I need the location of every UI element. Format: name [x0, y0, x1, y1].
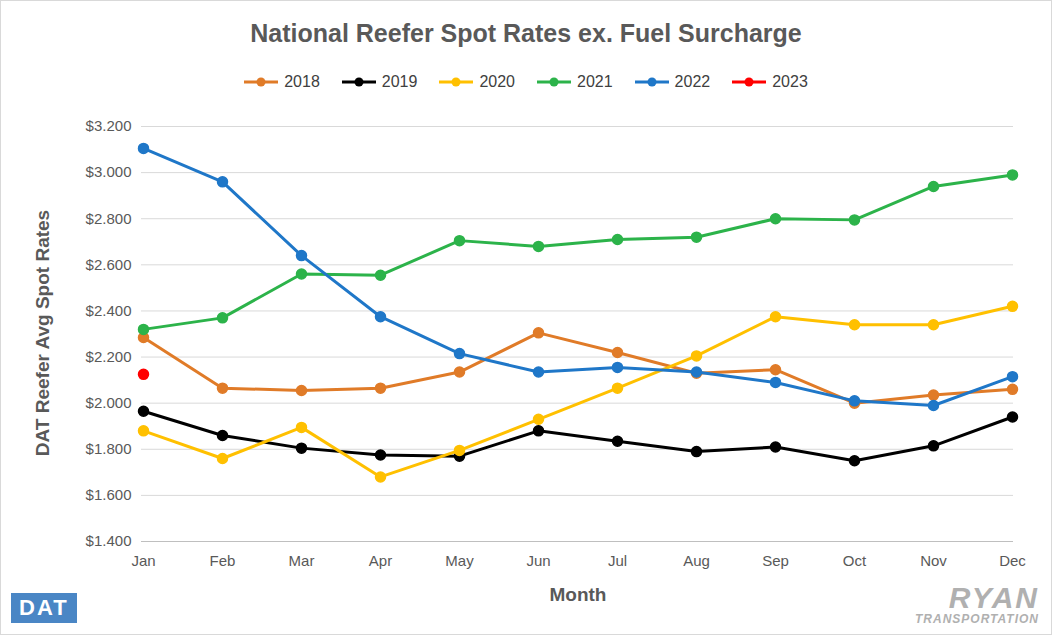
- html-text:National Reefer Spot Rates ex.: National Reefer Spot Rates ex. Fuel Surc…: [250, 19, 802, 47]
- html-text:2019: 2019: [381, 73, 418, 90]
- svg-text:Mar: Mar: [289, 552, 315, 569]
- svg-text:$1.400: $1.400: [86, 532, 132, 549]
- html-text:DAT: DAT: [19, 595, 69, 620]
- svg-text:Apr: Apr: [369, 552, 392, 569]
- html-text:2021: 2021: [577, 73, 613, 90]
- svg-text:$2.800: $2.800: [86, 210, 132, 227]
- svg-text:Sep: Sep: [762, 552, 789, 569]
- html-text:Month: Month: [549, 584, 607, 605]
- svg-text:Nov: Nov: [920, 552, 947, 569]
- svg-text:Jul: Jul: [608, 552, 627, 569]
- svg-text:May: May: [445, 552, 474, 569]
- svg-text:$1.600: $1.600: [86, 486, 132, 503]
- svg-text:$3.000: $3.000: [86, 163, 132, 180]
- svg-text:$3.200: $3.200: [86, 117, 132, 134]
- html-text:2020: 2020: [479, 73, 515, 90]
- svg-text:$2.400: $2.400: [86, 302, 132, 319]
- html-text:TRANSPORTATION: TRANSPORTATION: [915, 612, 1039, 626]
- svg-text:Jun: Jun: [526, 552, 550, 569]
- svg-text:Aug: Aug: [683, 552, 710, 569]
- svg-text:Dec: Dec: [999, 552, 1026, 569]
- svg-text:$2.600: $2.600: [86, 256, 132, 273]
- html-text:DAT Reefer Avg Spot Rates: DAT Reefer Avg Spot Rates: [32, 209, 53, 457]
- svg-text:$2.200: $2.200: [86, 348, 132, 365]
- svg-text:Feb: Feb: [210, 552, 236, 569]
- svg-text:Oct: Oct: [843, 552, 867, 569]
- html-text:2022: 2022: [674, 73, 711, 90]
- html-text:RYAN: RYAN: [948, 581, 1039, 614]
- svg-text:$2.000: $2.000: [86, 394, 132, 411]
- html-text:2018: 2018: [284, 73, 320, 90]
- svg-text:$1.800: $1.800: [86, 440, 132, 457]
- svg-text:Jan: Jan: [131, 552, 155, 569]
- html-text:2023: 2023: [772, 73, 808, 90]
